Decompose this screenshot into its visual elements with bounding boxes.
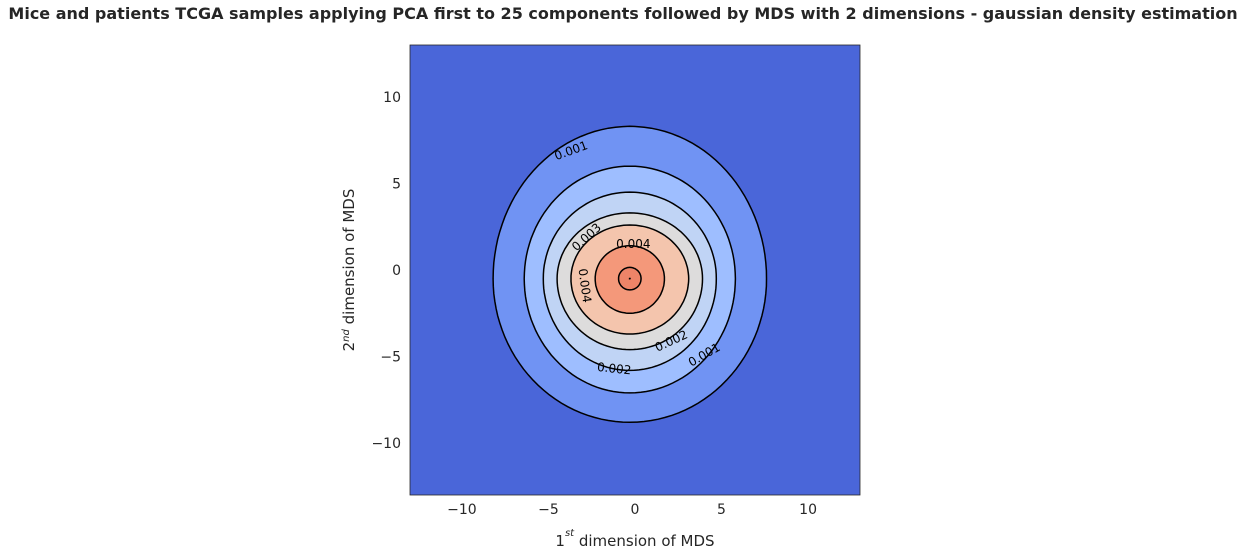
y-axis-label-base: 2 <box>340 342 358 352</box>
contour-line-2 <box>542 191 718 372</box>
y-axis-label-rest: dimension of MDS <box>340 189 358 329</box>
contour-line-3 <box>556 212 704 351</box>
y-tick-label-3: 5 <box>392 177 401 193</box>
chart-title: Mice and patients TCGA samples applying … <box>8 4 1237 23</box>
contour-line-4 <box>570 224 690 335</box>
x-axis-label-base: 1 <box>555 532 565 550</box>
contour-line-5 <box>594 245 666 315</box>
contour-fills <box>493 126 767 423</box>
contour-label-group-3: 0.004 <box>575 268 594 304</box>
y-tick-label-0: −10 <box>371 436 401 452</box>
y-axis-label-sup: nd <box>341 328 352 341</box>
contour-label-5: 0.002 <box>596 360 632 378</box>
x-axis-label-sup: st <box>565 528 575 539</box>
y-tick-label-2: 0 <box>392 263 401 279</box>
x-axis-label: 1st dimension of MDS <box>555 528 714 551</box>
contour-label-group-5: 0.002 <box>596 360 632 378</box>
contour-line-1 <box>523 165 737 394</box>
contour-line-0 <box>492 125 768 424</box>
contour-lines <box>492 125 768 424</box>
x-tick-label-3: 5 <box>717 502 726 518</box>
plot-frame <box>409 44 861 496</box>
x-tick-label-0: −10 <box>447 502 477 518</box>
y-tick-label-4: 10 <box>383 90 401 106</box>
x-axis-ticks: −10 −5 0 5 10 <box>447 502 817 518</box>
y-tick-label-1: −5 <box>380 350 401 366</box>
y-axis-ticks: −10 −5 0 5 10 <box>371 90 401 452</box>
contour-line-6 <box>617 266 642 291</box>
y-axis-label: 2nd dimension of MDS <box>340 189 358 352</box>
x-tick-label-2: 0 <box>631 502 640 518</box>
x-axis-label-rest: dimension of MDS <box>574 532 714 550</box>
contour-label-2: 0.004 <box>616 237 650 251</box>
contour-label-3: 0.004 <box>575 268 594 304</box>
x-tick-label-1: −5 <box>538 502 559 518</box>
contour-label-group-2: 0.004 <box>616 237 650 251</box>
x-tick-label-4: 10 <box>799 502 817 518</box>
